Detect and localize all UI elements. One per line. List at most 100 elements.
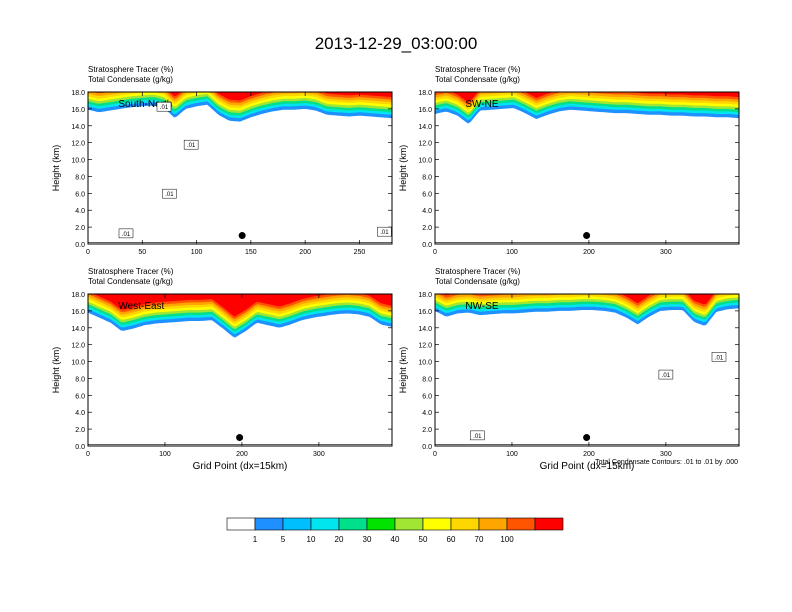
condensate-label: Total Condensate (g/kg): [88, 75, 173, 84]
colorbar-label: 5: [281, 535, 286, 544]
contour-label-box: [162, 188, 177, 199]
x-tick-label: 300: [313, 451, 325, 458]
panel-west-east: 0.0 2.0 4.0 6.0 8.0 10.0 12.0 14.0 16.0 18.0 0 100 2…: [51, 267, 393, 472]
colorbar-label: 60: [447, 535, 456, 544]
y-tick-label: 10.0: [418, 360, 432, 367]
y-tick-label: 12.0: [71, 141, 85, 148]
colorbar-label: 70: [475, 535, 484, 544]
y-tick-label: 6.0: [422, 393, 432, 400]
contour-footnote: Total Condensate Contours: .01 to .01 by…: [595, 459, 738, 466]
contour-label-box: [118, 228, 134, 239]
y-tick-label: 6.0: [75, 393, 85, 400]
panel-south-north: 0.0 2.0 4.0 6.0 8.0 10.0 12.0 14.0 16.0 18.0 0 50 10…: [51, 65, 393, 256]
y-tick-label: 10.0: [418, 158, 432, 165]
tracer-label: Stratosphere Tracer (%): [88, 267, 174, 276]
y-tick-label: 16.0: [418, 107, 432, 114]
plot-border: [87, 91, 393, 245]
contour-label-box: [711, 352, 727, 362]
y-tick-label: 0.0: [75, 444, 85, 451]
y-axis-label: Height (km): [398, 347, 408, 394]
panel-sw-ne: 0.0 2.0 4.0 6.0 8.0 10.0 12.0 14.0 16.0 18.0 0 100 2…: [398, 65, 740, 256]
colorbar-swatch: [450, 517, 480, 531]
x-tick-label: 100: [506, 451, 518, 458]
y-tick-label: 18.0: [418, 90, 432, 97]
y-tick-label: 0.0: [422, 444, 432, 451]
plot-border: [87, 293, 393, 447]
colorbar-label: 10: [307, 535, 316, 544]
contour-label-box: [156, 101, 172, 112]
x-axis-label: Grid Point (dx=15km): [540, 461, 635, 472]
x-tick-label: 0: [433, 451, 437, 458]
plot-border: [434, 293, 740, 447]
tracer-band-8: [435, 294, 739, 305]
y-tick-label: 2.0: [75, 427, 85, 434]
colorbar-swatch: [254, 517, 284, 531]
x-tick-label: 200: [299, 249, 311, 256]
contour-label: .01: [187, 143, 196, 149]
y-tick-label: 14.0: [418, 124, 432, 131]
y-axis-label: Height (km): [51, 347, 61, 394]
y-tick-label: 6.0: [75, 191, 85, 198]
colorbar-swatch: [282, 517, 312, 531]
colorbar-swatch: [310, 517, 340, 531]
location-marker: [238, 232, 246, 240]
contour-label: .01: [662, 373, 671, 379]
location-marker: [583, 434, 591, 442]
section-label: NW-SE: [465, 301, 498, 312]
x-tick-label: 200: [583, 451, 595, 458]
colorbar: 1 5 10 20 30 40 50 60 70 100: [226, 517, 564, 544]
contour-label: .01: [380, 230, 389, 236]
tracer-field: [435, 294, 739, 446]
x-tick-label: 200: [583, 249, 595, 256]
y-tick-label: 8.0: [422, 174, 432, 181]
y-tick-label: 14.0: [418, 326, 432, 333]
colorbar-label: 20: [335, 535, 344, 544]
y-tick-label: 12.0: [418, 141, 432, 148]
contour-label: .01: [473, 434, 482, 440]
y-tick-label: 0.0: [422, 242, 432, 249]
y-tick-label: 4.0: [75, 208, 85, 215]
y-tick-label: 8.0: [75, 376, 85, 383]
contour-label: .01: [165, 192, 174, 198]
colorbar-swatch: [534, 517, 564, 531]
tracer-label: Stratosphere Tracer (%): [435, 65, 521, 74]
contour-label-box: [658, 369, 674, 380]
x-axis-label: Grid Point (dx=15km): [193, 461, 288, 472]
contour-label: .01: [715, 355, 724, 361]
plot-border: [434, 91, 740, 245]
x-tick-label: 150: [245, 249, 257, 256]
plot-area: [435, 92, 739, 244]
y-tick-label: 2.0: [422, 427, 432, 434]
x-tick-label: 0: [433, 249, 437, 256]
x-tick-label: 300: [660, 451, 672, 458]
y-tick-label: 0.0: [75, 242, 85, 249]
y-axis-label: Height (km): [398, 145, 408, 192]
colorbar-swatch: [366, 517, 396, 531]
y-tick-label: 14.0: [71, 124, 85, 131]
colorbar-swatch: [394, 517, 424, 531]
tracer-band-5: [435, 294, 739, 312]
colorbar-label: 30: [363, 535, 372, 544]
tracer-band-7: [435, 92, 739, 105]
x-tick-label: 100: [191, 249, 203, 256]
y-tick-label: 4.0: [75, 410, 85, 417]
condensate-label: Total Condensate (g/kg): [435, 75, 520, 84]
condensate-label: Total Condensate (g/kg): [88, 277, 173, 286]
x-tick-label: 0: [86, 249, 90, 256]
tracer-band-8: [88, 92, 392, 101]
colorbar-label: 50: [419, 535, 428, 544]
x-tick-label: 100: [506, 249, 518, 256]
y-tick-label: 2.0: [75, 225, 85, 232]
colorbar-swatch: [226, 517, 256, 531]
x-tick-label: 200: [236, 451, 248, 458]
plot-area: [435, 294, 739, 446]
x-tick-label: 100: [159, 451, 171, 458]
y-tick-label: 4.0: [422, 410, 432, 417]
tracer-band-8: [88, 294, 392, 317]
tracer-band-8: [435, 92, 739, 103]
colorbar-label: 40: [391, 535, 400, 544]
condensate-label: Total Condensate (g/kg): [435, 277, 520, 286]
tracer-field: [88, 92, 392, 244]
y-tick-label: 12.0: [71, 343, 85, 350]
